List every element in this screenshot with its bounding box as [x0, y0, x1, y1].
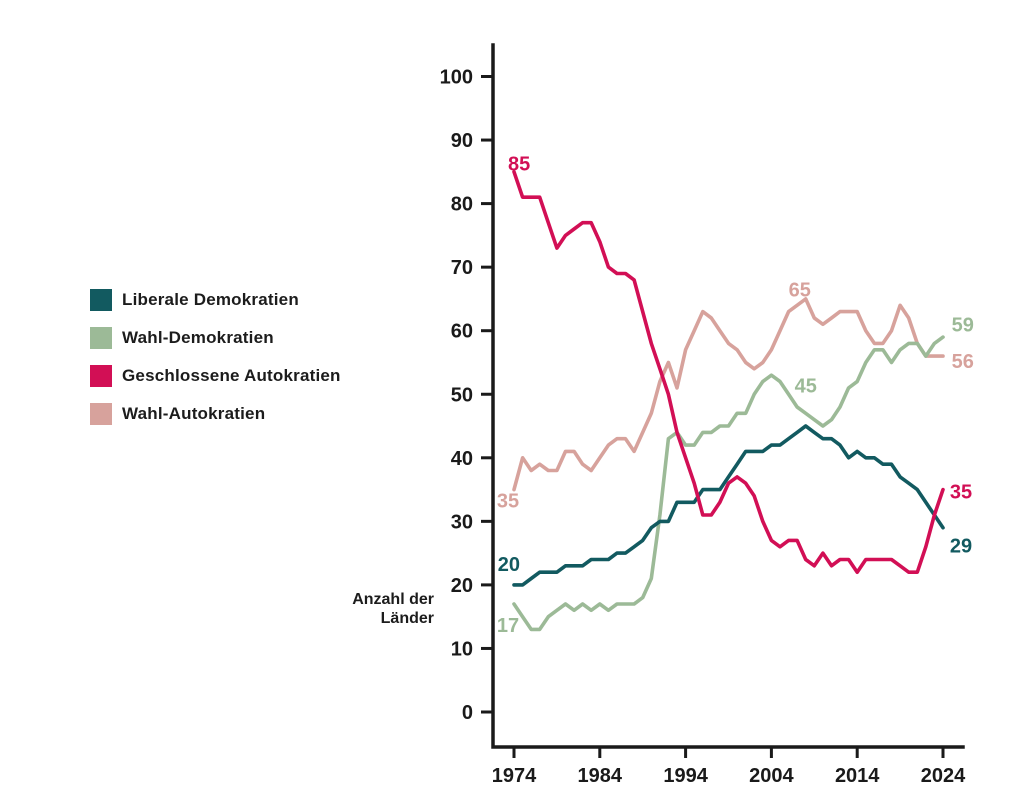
legend-item-geschlossene-autokratien: Geschlossene Autokratien: [90, 365, 341, 387]
y-tick-label: 90: [451, 130, 473, 152]
wahl-autokratien-swatch: [90, 403, 112, 425]
axis-lines: [491, 43, 965, 749]
series-line-wahldem: [512, 335, 945, 632]
data-label-wahlaut-35: 35: [497, 490, 519, 512]
x-tick-label: 2024: [921, 765, 966, 787]
geschlossene-autokratien-swatch: [90, 365, 112, 387]
y-tick-label: 20: [451, 575, 473, 597]
data-label-geschlossene-35: 35: [950, 481, 972, 503]
y-tick-label: 10: [451, 638, 473, 660]
data-label-wahlaut-56: 56: [952, 351, 974, 373]
wahl-demokratien-swatch: [90, 327, 112, 349]
y-axis-title-line1: Anzahl der: [352, 591, 434, 608]
x-tick-label: 1974: [492, 765, 537, 787]
x-tick-label: 2014: [835, 765, 880, 787]
data-label-wahldem-45: 45: [795, 375, 817, 397]
y-tick-label: 100: [440, 67, 473, 89]
x-tick-label: 2004: [749, 765, 794, 787]
y-axis-title-line2: Länder: [380, 610, 434, 627]
data-label-wahldem-17: 17: [497, 615, 519, 637]
legend-label: Liberale Demokratien: [122, 290, 299, 309]
y-tick-label: 0: [462, 702, 473, 724]
data-label-wahlaut-65: 65: [789, 279, 811, 301]
y-tick-label: 30: [451, 511, 473, 533]
y-tick-label: 70: [451, 257, 473, 279]
legend-item-wahl-autokratien: Wahl-Autokratien: [90, 403, 341, 425]
y-tick-label: 60: [451, 321, 473, 343]
x-tick-label: 1984: [578, 765, 623, 787]
legend-item-liberale-demokratien: Liberale Demokratien: [90, 289, 341, 311]
data-label-wahldem-59: 59: [952, 314, 974, 336]
data-label-liberal-29: 29: [950, 535, 972, 557]
liberale-demokratien-swatch: [90, 289, 112, 311]
data-label-liberal-20: 20: [498, 554, 520, 576]
legend: Liberale Demokratien Wahl-Demokratien Ge…: [90, 289, 341, 441]
data-label-geschlossene-85: 85: [508, 154, 530, 176]
y-tick-label: 50: [451, 384, 473, 406]
y-tick-label: 80: [451, 194, 473, 216]
legend-item-wahl-demokratien: Wahl-Demokratien: [90, 327, 341, 349]
x-tick-label: 1994: [663, 765, 708, 787]
series-line-wahlaut: [512, 297, 945, 492]
series-line-liberal: [512, 424, 945, 587]
y-axis-title: Anzahl der Länder: [300, 590, 434, 628]
y-tick-label: 40: [451, 448, 473, 470]
legend-label: Wahl-Autokratien: [122, 404, 266, 423]
legend-label: Wahl-Demokratien: [122, 328, 274, 347]
series-line-geschlossene: [512, 170, 945, 575]
legend-label: Geschlossene Autokratien: [122, 366, 341, 385]
